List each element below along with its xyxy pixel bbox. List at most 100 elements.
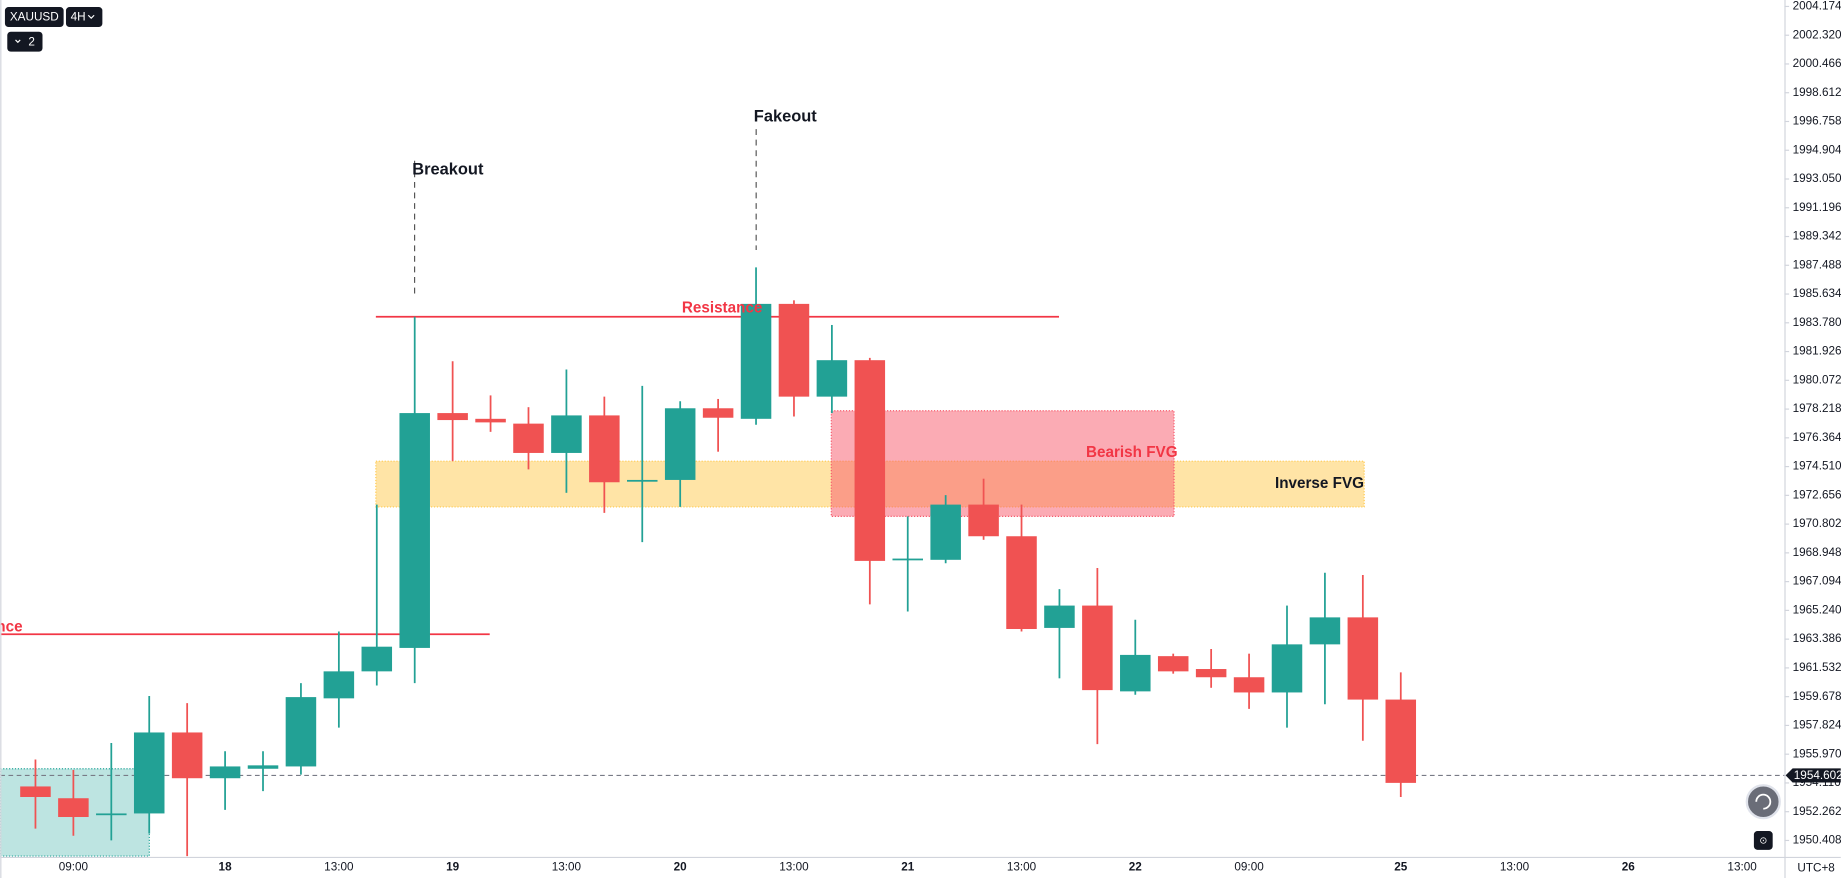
candle-body: [96, 813, 127, 816]
replay-icon: [1755, 793, 1772, 810]
x-tick-label: 09:00: [59, 861, 89, 874]
y-tick-label: 2004.174: [1793, 0, 1841, 13]
last-price-tag: [1785, 768, 1841, 783]
y-tick-label: 2000.466: [1793, 57, 1841, 70]
symbol-badge[interactable]: [4, 7, 64, 27]
candle-body: [702, 408, 734, 418]
y-tick-label: 1996.758: [1793, 115, 1841, 128]
zone-label: Inverse FVG: [1275, 475, 1364, 492]
y-tick-label: 1974.510: [1793, 460, 1841, 473]
candle-body: [816, 360, 848, 397]
candle-body: [1006, 536, 1037, 630]
y-tick-label: 1957.824: [1793, 719, 1841, 732]
y-tick-label: 1998.612: [1793, 86, 1841, 99]
candle-body: [740, 303, 772, 419]
x-tick-label: 13:00: [1007, 861, 1037, 874]
candle-body: [854, 360, 886, 561]
candle-body: [209, 766, 241, 779]
y-tick-label: 2002.320: [1793, 28, 1841, 41]
y-tick-label: 1952.262: [1793, 805, 1841, 818]
y-tick-label: 1950.408: [1793, 834, 1841, 847]
toolbar: XAUUSD 4H 2: [4, 7, 103, 52]
annotation: Breakout: [412, 161, 484, 179]
x-tick-label: 20: [674, 861, 688, 874]
y-tick-label: 1967.094: [1793, 575, 1841, 588]
candle-body: [1271, 644, 1303, 693]
y-tick-label: 1987.488: [1793, 258, 1841, 271]
timezone: UTC+8: [1797, 862, 1835, 875]
dropdown-icon: [87, 14, 95, 20]
y-tick-label: 1955.970: [1793, 747, 1841, 760]
indicators-toggle[interactable]: [7, 31, 43, 52]
candle-body: [1309, 617, 1341, 645]
candle-body: [171, 732, 203, 779]
replay-button[interactable]: [1745, 784, 1781, 820]
y-tick-label: 1978.218: [1793, 402, 1841, 415]
y-tick-label: 1965.240: [1793, 603, 1841, 616]
zone-label: Bearish FVG: [1086, 444, 1178, 461]
x-tick-label: 18: [219, 861, 233, 874]
candle-body: [323, 671, 355, 699]
x-tick-label: 19: [446, 861, 460, 874]
candle-body: [551, 415, 582, 453]
auto-scale-button[interactable]: [1753, 831, 1773, 850]
x-tick-label: 25: [1394, 861, 1408, 874]
candle-body: [589, 415, 620, 483]
y-tick-label: 1976.364: [1793, 431, 1841, 444]
x-tick-label: 22: [1129, 861, 1143, 874]
y-tick-label: 1985.634: [1793, 287, 1841, 300]
zone: [830, 410, 1175, 517]
y-tick-label: 1981.926: [1793, 345, 1841, 358]
axes: 1950.4081952.2621954.1161955.9701957.824…: [59, 0, 1841, 875]
x-tick-label: 26: [1622, 861, 1636, 874]
annotation: Fakeout: [754, 108, 817, 126]
candle-body: [513, 423, 544, 453]
y-tick-label: 1994.904: [1793, 143, 1841, 156]
candle-body: [285, 697, 317, 767]
y-tick-label: 1972.656: [1793, 488, 1841, 501]
x-tick-label: 13:00: [1500, 861, 1530, 874]
y-tick-label: 1993.050: [1793, 172, 1841, 185]
y-tick-label: 1961.532: [1793, 661, 1841, 674]
y-tick-label: 1970.802: [1793, 517, 1841, 530]
collapse-icon: [15, 39, 21, 44]
x-tick-label: 13:00: [552, 861, 582, 874]
candle-body: [778, 303, 810, 397]
interval-button[interactable]: [65, 7, 103, 27]
y-tick-label: 1983.780: [1793, 316, 1841, 329]
candle-body: [1157, 656, 1189, 672]
x-tick-label: 13:00: [1727, 861, 1757, 874]
candle-body: [437, 413, 468, 421]
interval: 4H: [71, 11, 86, 24]
candle-body: [58, 798, 89, 818]
y-tick-label: 1991.196: [1793, 201, 1841, 214]
last-price-label: 1954.602: [1794, 769, 1841, 782]
candle-body: [133, 732, 165, 814]
candle-body: [399, 413, 430, 648]
candle-body: [664, 408, 696, 480]
candle-body: [1120, 654, 1151, 692]
x-tick-label: 21: [901, 861, 915, 874]
candle-body: [475, 418, 506, 423]
y-tick-label: 1959.678: [1793, 690, 1841, 703]
y-tick-label: 1980.072: [1793, 373, 1841, 386]
candle-body: [930, 504, 961, 560]
candle-body: [1233, 677, 1265, 693]
candle-body: [20, 786, 51, 797]
candle-body: [1082, 605, 1113, 691]
y-tick-label: 1989.342: [1793, 230, 1841, 243]
level-label: Resistance: [682, 300, 763, 317]
indicator-count: 2: [28, 35, 35, 48]
candle-body: [892, 558, 924, 561]
auto-scale-icon: ⊙: [1759, 835, 1767, 846]
candle-body: [1195, 669, 1227, 678]
candle-body: [968, 504, 999, 537]
plot-area: Inverse FVG Bearish FVG Resistance nce Break…: [0, 108, 1785, 857]
x-tick-label: 13:00: [779, 861, 809, 874]
candle-body: [361, 646, 393, 672]
level-label: nce: [0, 618, 23, 635]
x-tick-label: 09:00: [1234, 861, 1264, 874]
x-tick-label: 13:00: [324, 861, 354, 874]
